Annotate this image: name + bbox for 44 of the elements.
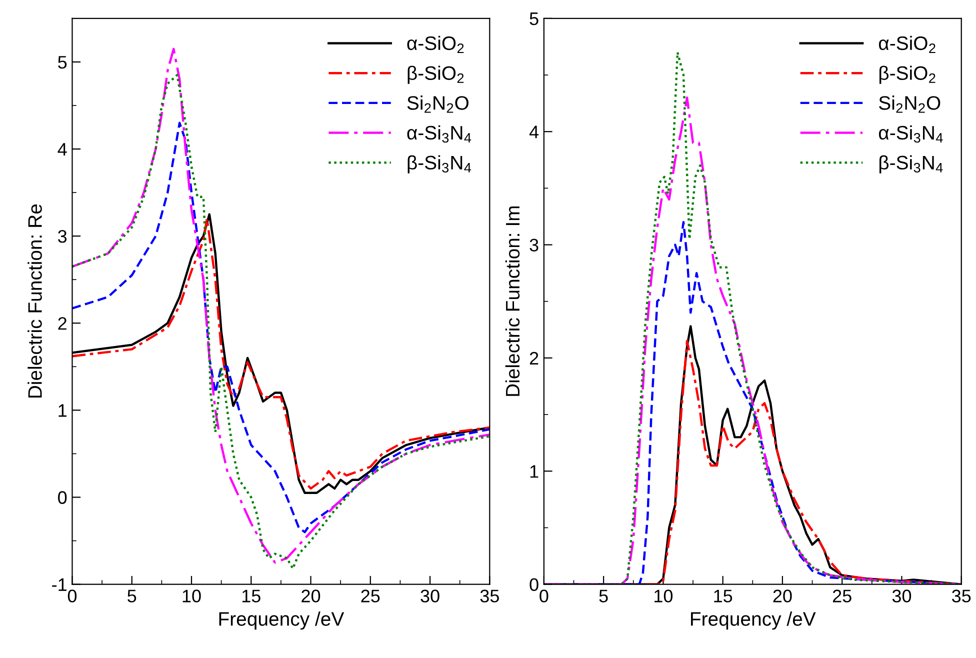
x-tick-label: 35: [480, 590, 499, 602]
x-tick-label: 35: [952, 590, 971, 602]
y-tick-label: 3: [530, 238, 538, 252]
y-tick-label: 5: [530, 12, 538, 26]
x-axis-title: Frequency /eV: [691, 612, 816, 630]
legend-label: β-Si$_{3}$N$_{4}$: [879, 155, 943, 174]
x-axis-title: Frequency /eV: [219, 612, 344, 630]
x-tick-label: 0: [540, 590, 548, 602]
legend-label: Si$_{2}$N$_{2}$O: [879, 96, 940, 113]
legend-label: Si$_{2}$N$_{2}$O: [407, 96, 468, 113]
y-axis-title: Dielectric Function: Re: [28, 204, 42, 398]
x-tick-label: 20: [302, 590, 320, 602]
x-tick-label: 30: [420, 590, 440, 602]
legend-label: α-Si$_{3}$N$_{4}$: [878, 125, 943, 143]
x-tick-label: 25: [361, 590, 380, 602]
y-tick-label: 3: [58, 230, 67, 243]
y-tick-label: 2: [58, 317, 66, 330]
legend-label: α-Si$_{3}$N$_{4}$: [407, 125, 472, 143]
y-tick-label: 1: [58, 404, 66, 417]
y-axis-title: Dielectric Function: Im: [505, 206, 520, 396]
legend-label: β-SiO$_{2}$: [879, 66, 936, 84]
legend-label: α-SiO$_{2}$: [407, 36, 464, 53]
x-tick-label: 15: [714, 590, 732, 602]
y-tick-label: 1: [530, 465, 538, 478]
x-tick-label: 5: [128, 590, 136, 602]
y-tick-label: 5: [58, 56, 67, 69]
x-tick-label: 10: [654, 590, 673, 602]
legend-label: α-SiO$_{2}$: [878, 36, 936, 53]
legend-label: β-Si$_{3}$N$_{4}$: [408, 155, 472, 174]
y-tick-label: 2: [530, 352, 538, 364]
y-tick-label: 4: [529, 126, 539, 138]
y-tick-label: 0: [58, 491, 67, 504]
x-tick-label: 30: [892, 590, 912, 602]
x-tick-label: 0: [68, 590, 77, 602]
x-tick-label: 25: [832, 590, 852, 602]
x-tick-label: 10: [182, 590, 201, 602]
legend-label: β-SiO$_{2}$: [408, 66, 464, 84]
y-tick-label: 4: [58, 143, 67, 156]
y-tick-label: -1: [52, 578, 66, 591]
line-series: [72, 122, 490, 534]
y-tick-label: 0: [530, 578, 538, 592]
x-tick-label: 20: [773, 590, 792, 602]
x-tick-label: 15: [242, 590, 260, 602]
x-tick-label: 5: [599, 590, 608, 602]
